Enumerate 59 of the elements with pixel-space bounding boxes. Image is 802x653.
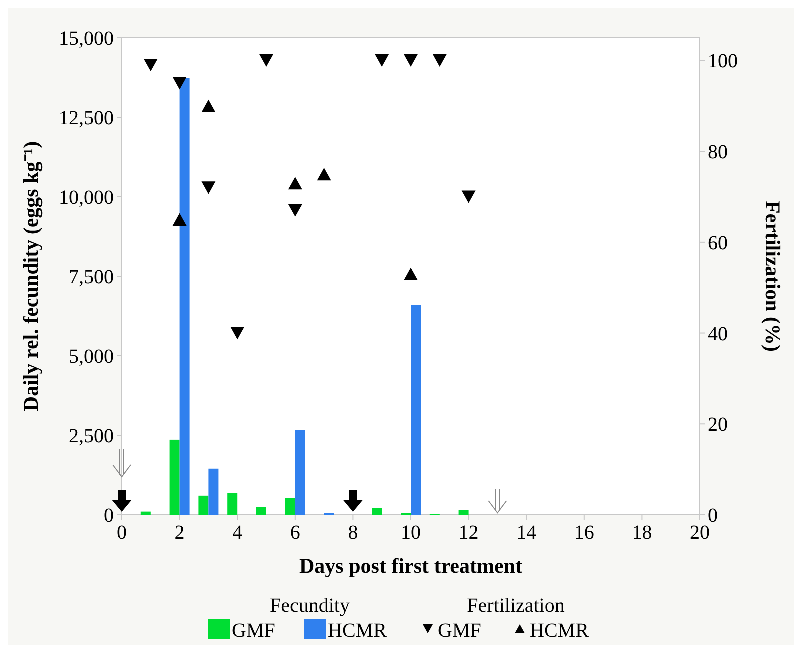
x-tick-label: 18 xyxy=(632,522,652,544)
y-tick-label: 7,500 xyxy=(69,266,114,288)
legend-label: HCMR xyxy=(328,620,388,642)
point xyxy=(202,182,216,194)
x-tick-label: 14 xyxy=(516,522,537,544)
bar xyxy=(411,305,421,515)
bar xyxy=(198,496,209,515)
point xyxy=(230,326,245,340)
point xyxy=(288,204,302,217)
bar xyxy=(208,468,219,515)
text: Fertilization xyxy=(467,595,565,617)
y-tick-label: 15,000 xyxy=(59,28,114,50)
x-tick-label: 12 xyxy=(458,522,479,544)
bar xyxy=(458,510,469,515)
y-tick-label: 2,500 xyxy=(69,426,114,448)
x-tick-label: 8 xyxy=(348,522,358,544)
point xyxy=(317,168,332,181)
point xyxy=(404,54,418,68)
y-tick-label: 12,500 xyxy=(59,108,114,130)
point xyxy=(432,54,447,68)
y-tick-label: 10,000 xyxy=(59,187,114,209)
bar xyxy=(140,512,151,515)
x-tick-label: 10 xyxy=(401,522,421,544)
point xyxy=(288,177,302,190)
y2-tick-label: 80 xyxy=(708,142,728,164)
legend-label: HCMR xyxy=(530,620,590,642)
x-tick-label: 4 xyxy=(232,522,243,544)
bar xyxy=(285,498,296,515)
y2-tick-label: 40 xyxy=(708,323,728,346)
point xyxy=(375,54,390,68)
x-axis-title: Days post first treatment xyxy=(300,554,522,578)
y2-axis-title: Fertilization (%) xyxy=(761,200,785,352)
point xyxy=(144,58,158,72)
point xyxy=(462,190,476,204)
bar xyxy=(372,508,382,515)
point xyxy=(172,77,187,90)
y-tick-label: 0 xyxy=(104,505,114,527)
bar xyxy=(228,493,238,515)
bar xyxy=(180,78,190,515)
point xyxy=(202,100,216,112)
legend-title: Fecundity xyxy=(270,595,350,617)
y2-tick-label: 0 xyxy=(708,505,718,527)
point xyxy=(260,54,274,68)
x-tick-label: 20 xyxy=(690,522,710,544)
y2-tick-label: 100 xyxy=(708,50,738,73)
x-tick-label: 2 xyxy=(174,522,185,544)
bar xyxy=(295,430,306,515)
point xyxy=(172,213,187,226)
bar xyxy=(170,440,180,515)
legend-label: GMF xyxy=(232,620,276,642)
y-tick-label: 5,000 xyxy=(69,346,114,368)
bar xyxy=(256,507,266,515)
x-tick-label: 16 xyxy=(574,522,594,544)
x-tick-label: 6 xyxy=(290,522,300,544)
y2-tick-label: 20 xyxy=(708,414,728,436)
legend-label: GMF xyxy=(438,620,482,642)
y-axis-title: Daily rel. fecundity (eggs kg⁻¹) xyxy=(19,141,43,412)
y2-tick-label: 60 xyxy=(708,232,728,254)
point xyxy=(404,268,418,281)
